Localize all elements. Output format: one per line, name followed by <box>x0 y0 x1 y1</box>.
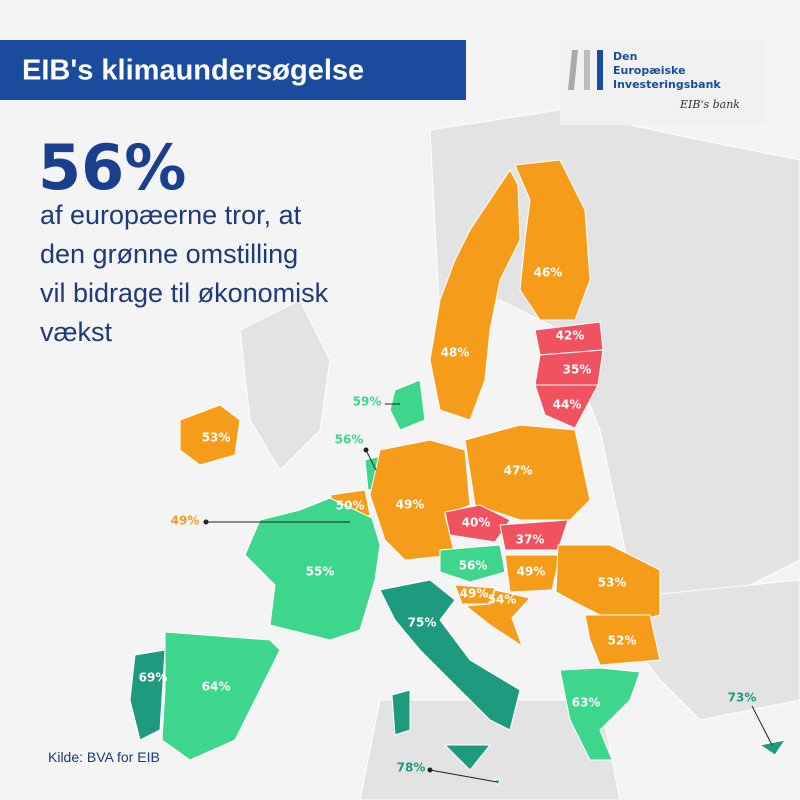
logo-text: Den <box>613 50 637 63</box>
countries <box>129 159 787 786</box>
logo: Den Europæiske Investeringsbank EIB's ba… <box>560 40 765 125</box>
country <box>244 497 381 641</box>
leader-line <box>365 449 377 471</box>
country <box>559 667 641 761</box>
country <box>758 739 787 756</box>
headline-text: vækst <box>40 317 113 347</box>
leader-line <box>429 769 498 783</box>
leader-dot <box>363 447 369 453</box>
value-label: 69% <box>139 671 168 685</box>
country <box>179 404 241 466</box>
map-labels: 46% 48% 42% 35% 44% 59% 53% 56% 50% 49% 47% 49% 40% 3… <box>139 266 757 775</box>
value-label: 49% <box>171 514 200 528</box>
country <box>379 579 521 731</box>
value-label: 50% <box>336 499 365 513</box>
logo-bar <box>568 50 578 90</box>
country <box>534 384 599 429</box>
title: EIB's klimaundersøgelse <box>22 55 364 87</box>
value-label: 37% <box>516 533 545 547</box>
logo-text: Investeringsbank <box>613 78 721 91</box>
value-label: 49% <box>460 587 489 601</box>
headline-text: af europæerne tror, at <box>40 200 302 230</box>
source: Kilde: BVA for EIB <box>48 749 160 765</box>
value-label: 73% <box>728 691 757 705</box>
logo-text: Europæiske <box>613 64 686 77</box>
value-label: 44% <box>553 398 582 412</box>
value-label: 40% <box>462 516 491 530</box>
country <box>389 379 426 431</box>
logo-tagline: EIB's bank <box>679 98 740 111</box>
value-label: 53% <box>598 576 627 590</box>
leader-dot <box>427 767 433 773</box>
value-label: 56% <box>459 559 488 573</box>
country <box>464 589 531 648</box>
value-label: 59% <box>353 395 382 409</box>
value-label: 49% <box>396 498 425 512</box>
headline-stat: 56% <box>38 131 186 204</box>
value-label: 49% <box>517 565 546 579</box>
country <box>429 169 521 421</box>
country <box>584 614 661 666</box>
value-label: 42% <box>556 329 585 343</box>
value-label: 35% <box>563 363 592 377</box>
logo-bar <box>597 50 603 90</box>
headline-text: den grønne omstilling <box>40 239 298 269</box>
value-label: 52% <box>608 634 637 648</box>
value-label: 63% <box>572 696 601 710</box>
title-bar <box>0 40 466 100</box>
country <box>129 649 166 741</box>
country <box>514 159 591 321</box>
country <box>504 554 561 593</box>
value-label: 47% <box>504 464 533 478</box>
logo-bar <box>584 50 590 90</box>
value-label: 53% <box>202 431 231 445</box>
country <box>391 689 411 736</box>
value-label: 55% <box>306 565 335 579</box>
leader-lines <box>203 403 773 783</box>
value-label: 78% <box>397 761 426 775</box>
country <box>443 744 492 771</box>
leader-dot <box>203 519 209 525</box>
value-label: 48% <box>441 346 470 360</box>
value-label: 75% <box>408 616 437 630</box>
value-label: 54% <box>488 593 517 607</box>
country <box>161 631 281 761</box>
headline-text: vil bidrage til økonomisk <box>40 278 329 308</box>
value-label: 64% <box>202 680 231 694</box>
country <box>439 544 506 583</box>
leader-line <box>751 705 773 746</box>
logo-bg <box>560 40 765 125</box>
value-label: 56% <box>335 433 364 447</box>
value-label: 46% <box>534 266 563 280</box>
